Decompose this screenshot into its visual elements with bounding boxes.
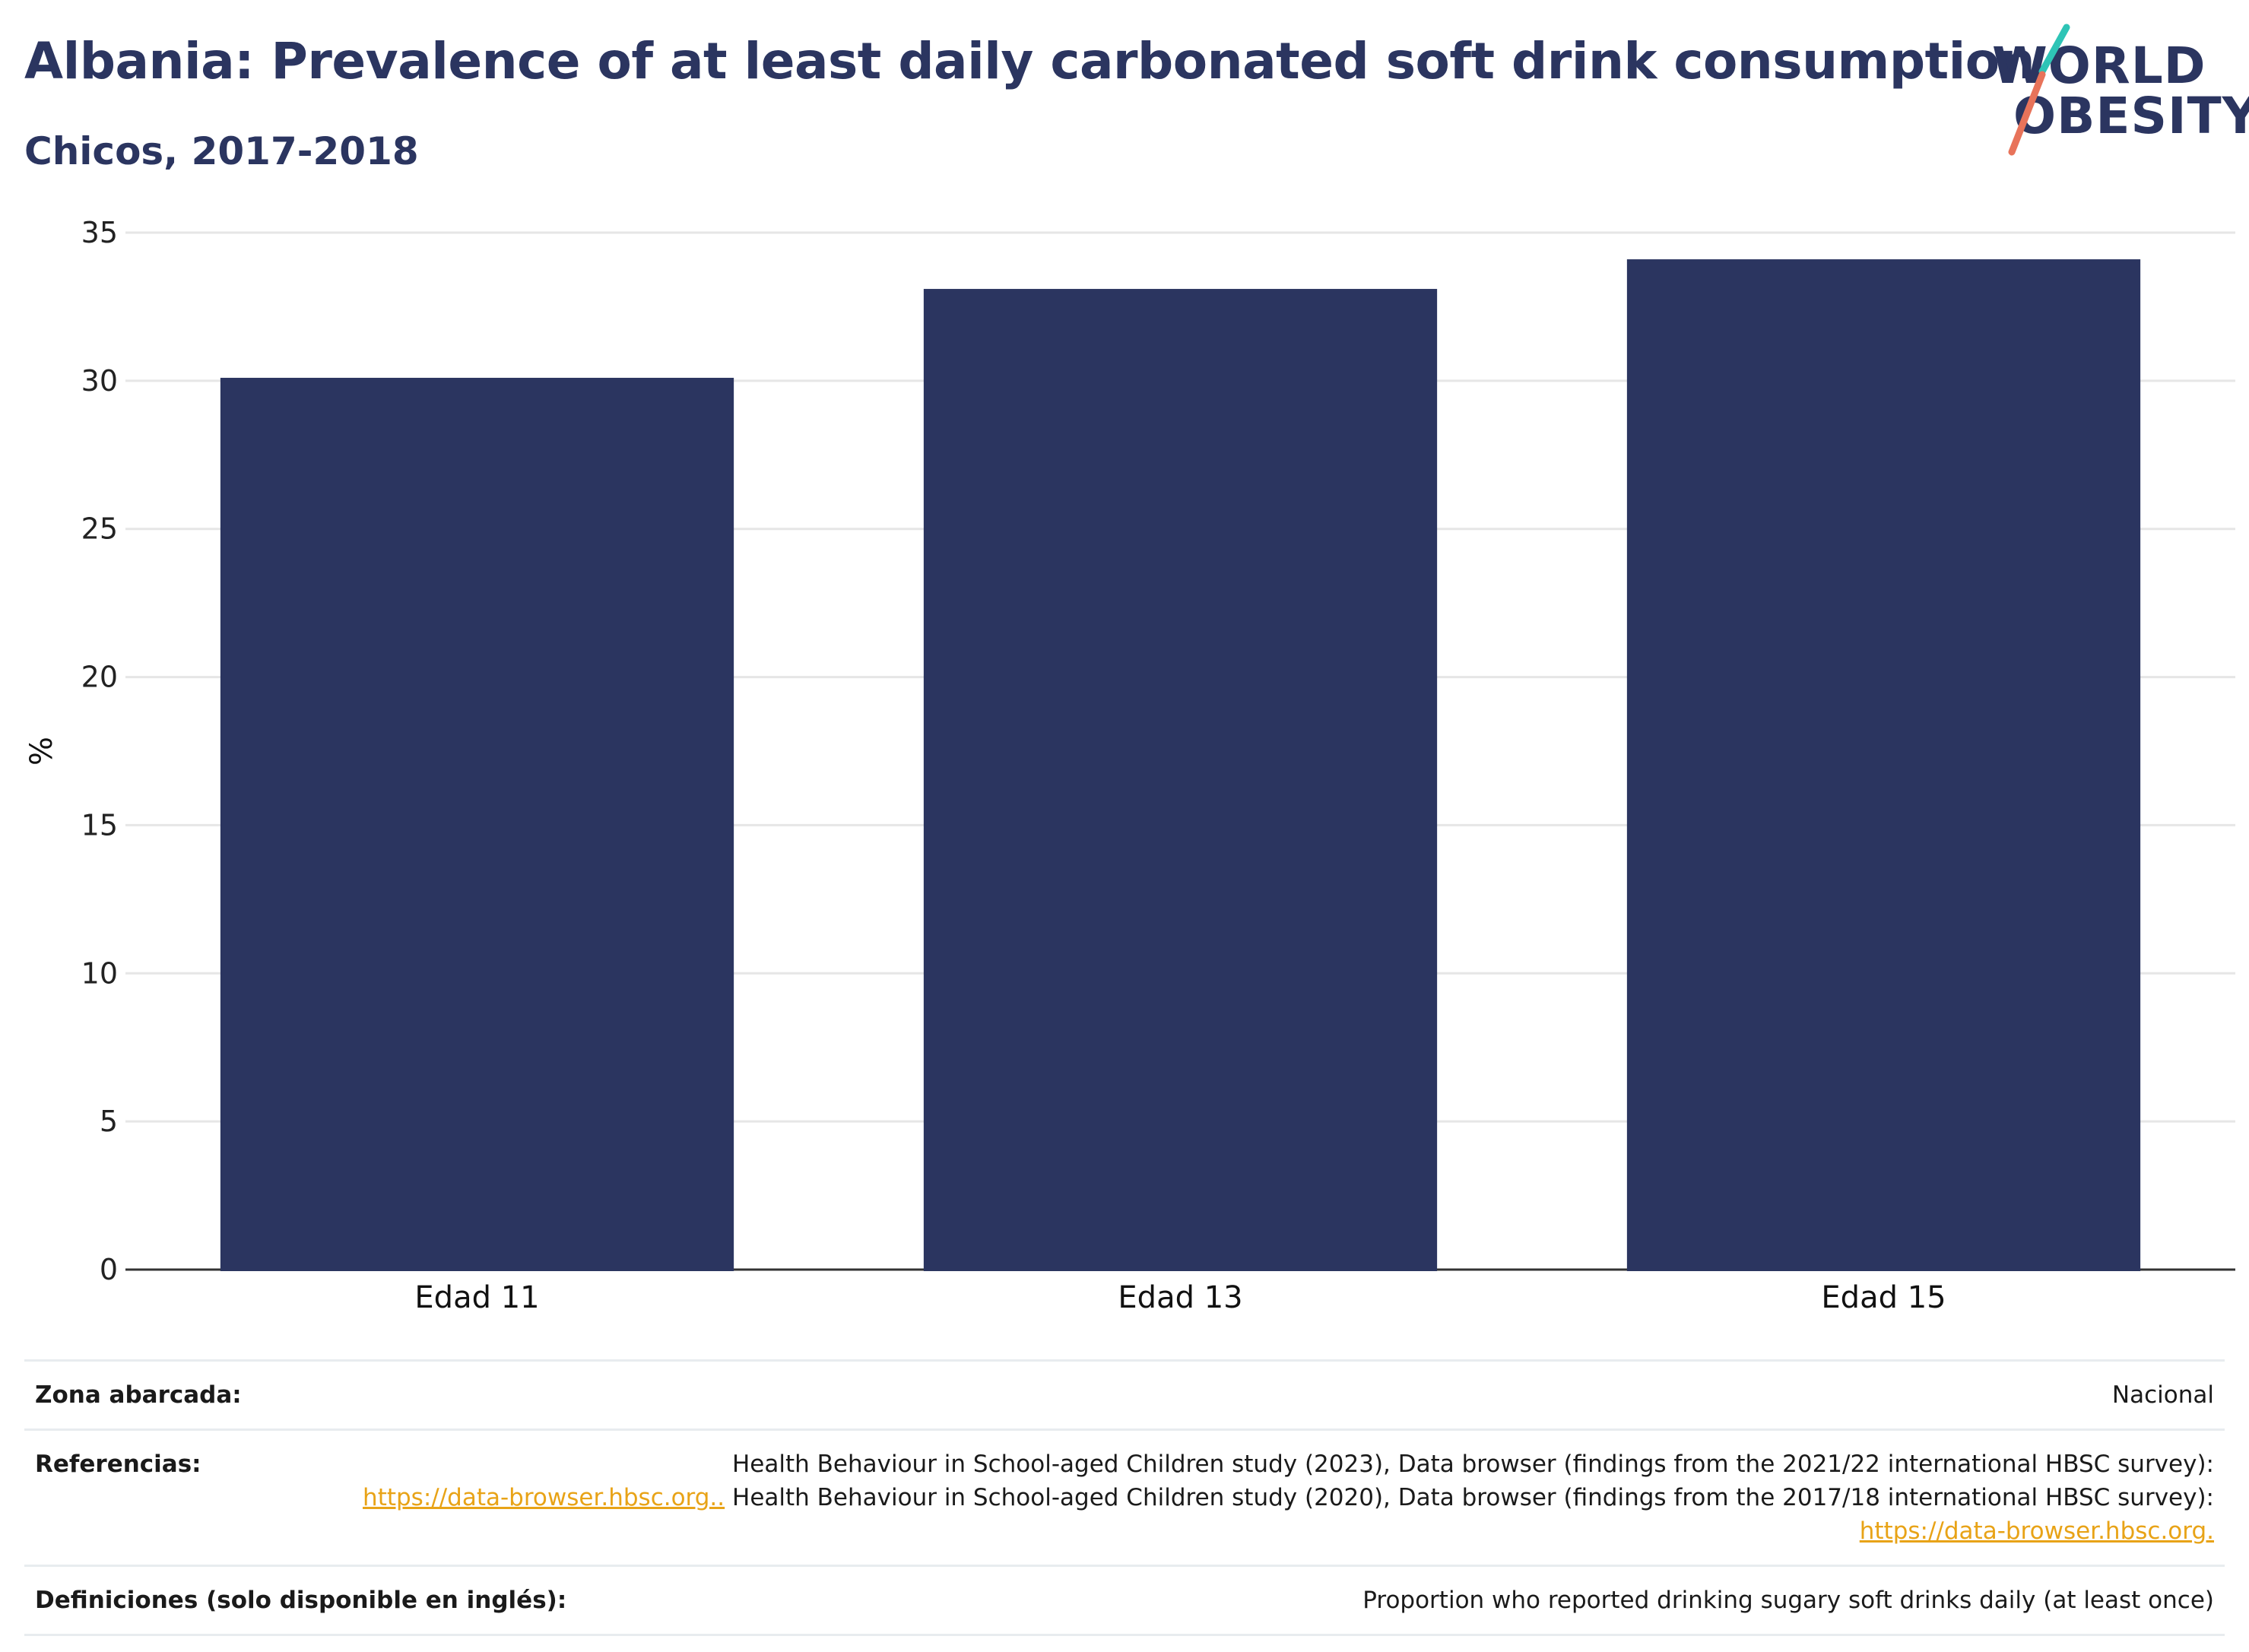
ref-link-2[interactable]: https://data-browser.hbsc.org.	[1859, 1517, 2214, 1545]
chart-title: Albania: Prevalence of at least daily ca…	[24, 32, 2035, 90]
info-row-definiciones: Definiciones (solo disponible en inglés)…	[24, 1565, 2225, 1636]
x-category-label: Edad 11	[414, 1280, 539, 1315]
info-row-referencias: Referencias: Health Behaviour in School-…	[24, 1428, 2225, 1565]
y-tick-label: 10	[81, 956, 118, 990]
logo-line-2: OBESITY	[2013, 87, 2249, 145]
ref-link-1[interactable]: https://data-browser.hbsc.org..	[363, 1484, 725, 1511]
referencias-value: Health Behaviour in School-aged Children…	[232, 1447, 2214, 1548]
definiciones-value: Proportion who reported drinking sugary …	[1362, 1587, 2214, 1614]
y-tick-label: 20	[81, 661, 118, 694]
x-category-label: Edad 15	[1821, 1280, 1946, 1315]
y-tick-label: 15	[81, 808, 118, 842]
ref-text-1: Health Behaviour in School-aged Children…	[732, 1451, 2214, 1478]
world-obesity-logo: WORLD OBESITY	[1977, 23, 2249, 160]
y-tick-label: 30	[81, 364, 118, 398]
bar	[220, 377, 734, 1272]
zona-label: Zona abarcada:	[35, 1381, 242, 1409]
y-tick-labels: 0 5 10 15 20 25 30 35	[81, 216, 118, 1286]
bar-chart: 0 5 10 15 20 25 30 35 Edad 11 Edad 13 Edad 15 %	[24, 216, 2235, 1315]
y-tick-label: 0	[100, 1253, 118, 1286]
y-tick-label: 25	[81, 512, 118, 546]
logo-slash-icon	[2008, 24, 2070, 156]
definiciones-label: Definiciones (solo disponible en inglés)…	[35, 1587, 567, 1614]
logo-line-1: WORLD	[1992, 36, 2206, 95]
y-tick-label: 5	[100, 1105, 118, 1138]
bars	[220, 259, 2141, 1272]
chart-subtitle: Chicos, 2017-2018	[24, 129, 419, 173]
y-axis-title: %	[24, 737, 59, 766]
y-tick-label: 35	[81, 216, 118, 249]
zona-value: Nacional	[2111, 1381, 2214, 1409]
x-category-label: Edad 13	[1118, 1280, 1242, 1315]
bar	[923, 289, 1438, 1272]
bar	[1626, 259, 2141, 1272]
info-table: Zona abarcada: Nacional Referencias: Hea…	[24, 1359, 2225, 1636]
info-row-zona: Zona abarcada: Nacional	[24, 1359, 2225, 1428]
referencias-label: Referencias:	[35, 1451, 201, 1478]
x-category-labels: Edad 11 Edad 13 Edad 15	[414, 1280, 1946, 1315]
ref-text-2: Health Behaviour in School-aged Children…	[725, 1484, 2214, 1511]
